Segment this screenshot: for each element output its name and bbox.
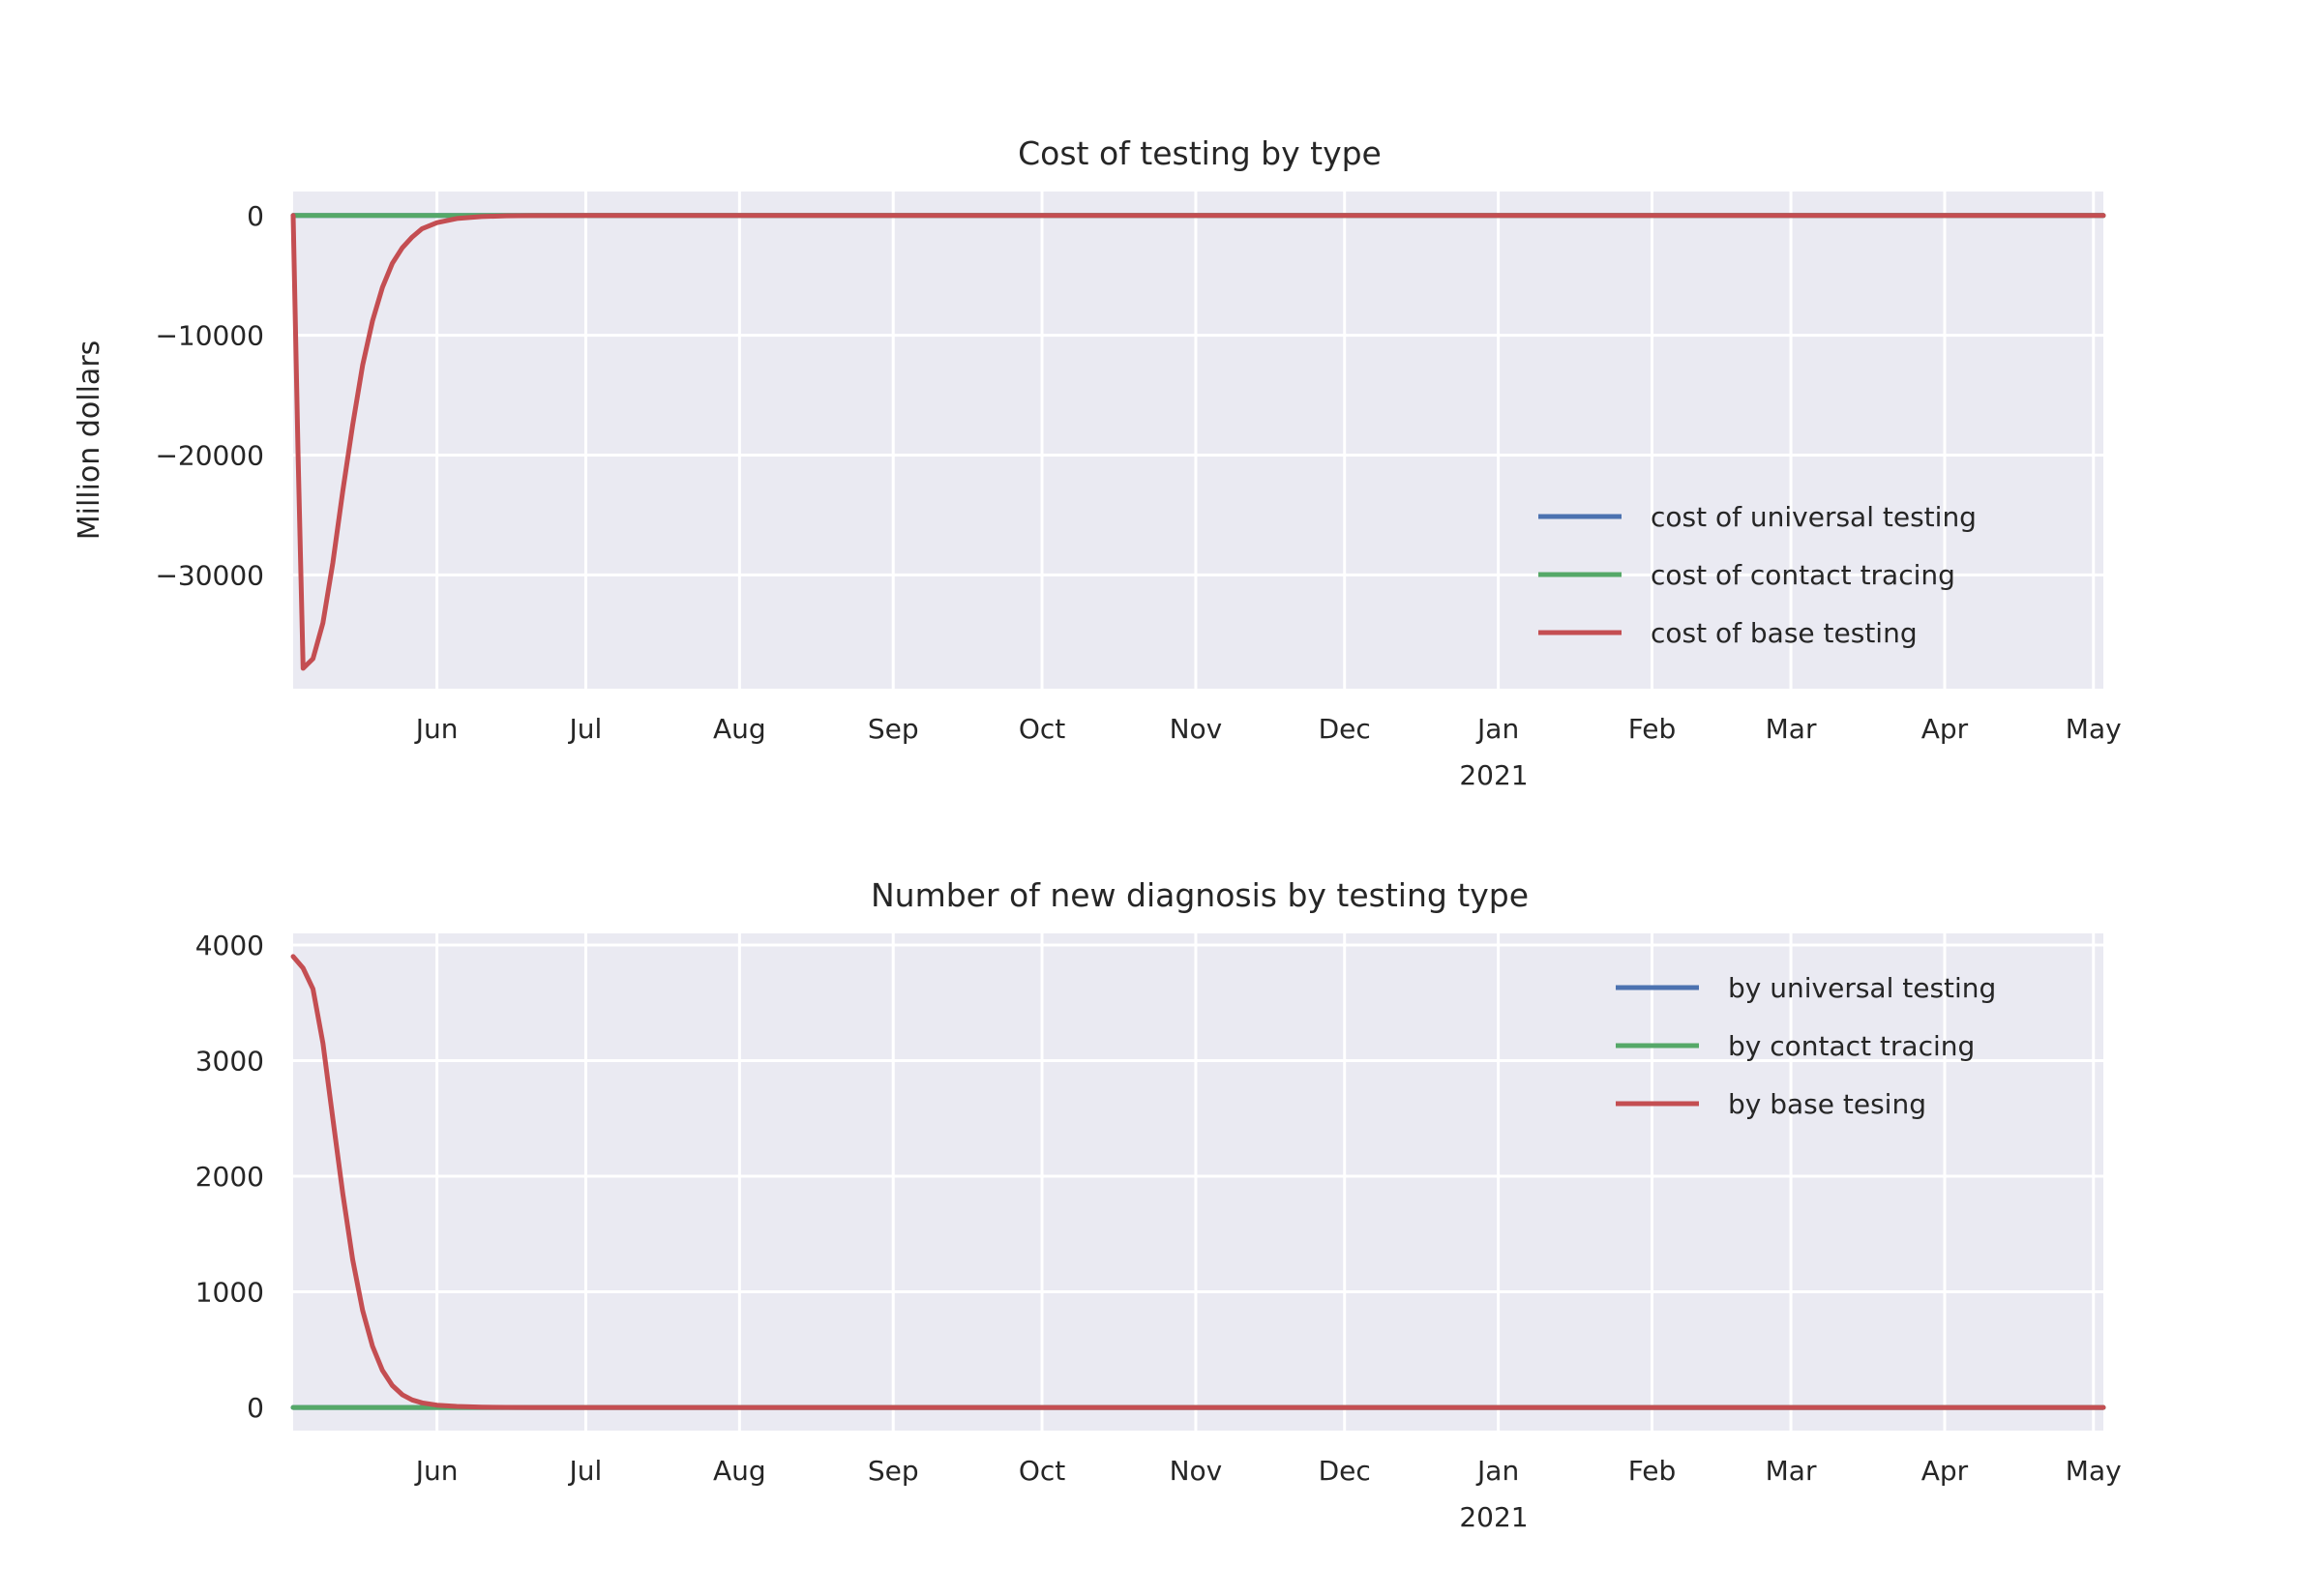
cost-chart-y-tick-label: −30000 (155, 559, 264, 591)
cost-chart-x-tick-label: Jan (1475, 713, 1519, 745)
cost-chart-title: Cost of testing by type (1018, 134, 1382, 172)
cost-chart-x-tick-label: Jul (568, 713, 603, 745)
cost-chart-x-tick-label: May (2066, 713, 2122, 745)
diagnosis-chart-y-tick-label: 0 (247, 1392, 264, 1424)
diagnosis-chart-title: Number of new diagnosis by testing type (871, 876, 1529, 914)
diagnosis-chart-x-tick-label: Jan (1475, 1455, 1519, 1487)
cost-chart-x-tick-label: Sep (868, 713, 919, 745)
cost-chart-x-tick-label: Mar (1766, 713, 1817, 745)
cost-chart-x-tick-label: Aug (713, 713, 766, 745)
diagnosis-chart-y-tick-label: 4000 (195, 930, 264, 961)
cost-chart-x-tick-label: Oct (1019, 713, 1065, 745)
diagnosis-chart-lines (290, 954, 2106, 1410)
cost-chart-x-tick-label: Apr (1921, 713, 1969, 745)
diagnosis-chart-x-tick-label: May (2066, 1455, 2122, 1487)
cost-chart-legend-label-0: cost of universal testing (1651, 501, 1977, 533)
cost-chart-y-ticks: 0 −10000 −20000 −30000 (155, 200, 264, 592)
diagnosis-chart-y-tick-label: 1000 (195, 1277, 264, 1309)
cost-chart-x-tick-label: Nov (1170, 713, 1223, 745)
cost-chart-x-tick-label: Jun (414, 713, 459, 745)
diagnosis-chart-y-tick-label: 2000 (195, 1161, 264, 1193)
cost-chart-y-tick-label: −20000 (155, 439, 264, 471)
cost-chart-plot-area (293, 192, 2103, 689)
cost-chart-y-tick-label: 0 (247, 200, 264, 232)
diagnosis-chart-y-ticks: 0 1000 2000 3000 4000 (195, 930, 264, 1424)
diagnosis-chart-legend-label-1: by contact tracing (1728, 1030, 1975, 1062)
diagnosis-chart-x-tick-label: Nov (1170, 1455, 1223, 1487)
diagnosis-chart-x-tick-label: Aug (713, 1455, 766, 1487)
diagnosis-chart-x-tick-label: Sep (868, 1455, 919, 1487)
cost-chart-lines (290, 213, 2106, 671)
diagnosis-chart-x-ticks: Jun Jul Aug Sep Oct Nov Dec Jan Feb Mar Apr May (414, 1455, 2122, 1487)
cost-chart: Cost of testing by type Million dollars … (73, 134, 2122, 791)
cost-chart-x-ticks: Jun Jul Aug Sep Oct Nov Dec Jan Feb Mar Apr May (414, 713, 2122, 745)
diagnosis-chart: Number of new diagnosis by testing type … (195, 876, 2122, 1533)
diagnosis-chart-year-label: 2021 (1459, 1501, 1528, 1533)
diagnosis-chart-x-tick-label: Jul (568, 1455, 603, 1487)
cost-chart-legend-label-1: cost of contact tracing (1651, 559, 1955, 591)
diagnosis-chart-legend-label-2: by base tesing (1728, 1088, 1926, 1120)
cost-chart-y-tick-label: −10000 (155, 320, 264, 352)
diagnosis-chart-legend-label-0: by universal testing (1728, 972, 1996, 1004)
diagnosis-chart-x-tick-label: Dec (1319, 1455, 1371, 1487)
diagnosis-chart-x-tick-label: Apr (1921, 1455, 1969, 1487)
cost-chart-year-label: 2021 (1459, 759, 1528, 791)
diagnosis-chart-plot-area (293, 933, 2103, 1431)
diagnosis-chart-x-tick-label: Mar (1766, 1455, 1817, 1487)
diagnosis-chart-x-tick-label: Oct (1019, 1455, 1065, 1487)
cost-chart-legend: cost of universal testing cost of contact… (1538, 501, 1977, 649)
cost-chart-legend-label-2: cost of base testing (1651, 617, 1918, 649)
diagnosis-chart-y-tick-label: 3000 (195, 1045, 264, 1077)
cost-chart-series-line-2 (290, 213, 2106, 671)
diagnosis-chart-series-line-2 (290, 954, 2106, 1410)
cost-chart-x-tick-label: Feb (1628, 713, 1677, 745)
cost-chart-x-tick-label: Dec (1319, 713, 1371, 745)
cost-chart-ylabel: Million dollars (73, 340, 106, 541)
diagnosis-chart-legend: by universal testing by contact tracing by… (1616, 972, 1996, 1120)
diagnosis-chart-x-tick-label: Jun (414, 1455, 459, 1487)
diagnosis-chart-x-tick-label: Feb (1628, 1455, 1677, 1487)
